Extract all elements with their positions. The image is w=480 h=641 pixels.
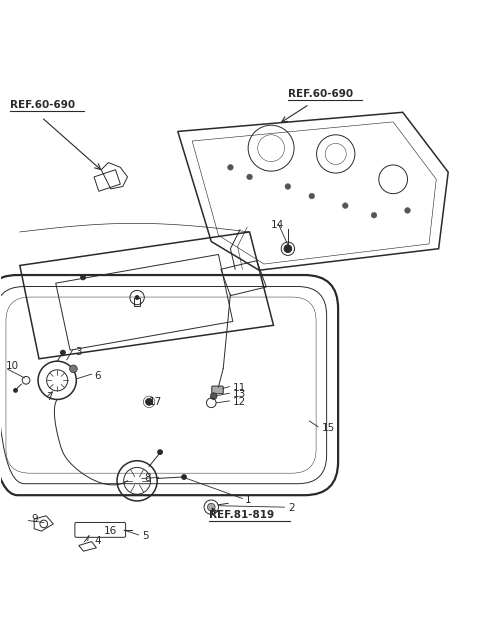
Circle shape <box>228 165 233 171</box>
Circle shape <box>405 208 410 213</box>
Circle shape <box>181 474 186 479</box>
Text: 6: 6 <box>94 370 101 381</box>
Text: 17: 17 <box>149 397 162 407</box>
Text: 7: 7 <box>46 392 53 402</box>
Circle shape <box>146 399 153 405</box>
Circle shape <box>342 203 348 208</box>
Text: 16: 16 <box>104 526 117 536</box>
Circle shape <box>81 275 85 280</box>
Circle shape <box>285 183 291 189</box>
Circle shape <box>13 388 17 392</box>
Circle shape <box>207 503 215 511</box>
Text: 10: 10 <box>5 361 19 371</box>
Text: 1: 1 <box>245 495 252 505</box>
Text: 9: 9 <box>32 514 38 524</box>
Circle shape <box>247 174 252 179</box>
Circle shape <box>309 193 315 199</box>
Text: 4: 4 <box>94 536 101 545</box>
Text: 11: 11 <box>233 383 246 392</box>
Circle shape <box>210 393 217 399</box>
Circle shape <box>60 350 65 355</box>
Text: 8: 8 <box>144 474 151 483</box>
Text: REF.60-690: REF.60-690 <box>10 100 75 110</box>
Text: 2: 2 <box>288 503 295 513</box>
Text: REF.60-690: REF.60-690 <box>288 89 353 99</box>
Text: 12: 12 <box>233 397 246 407</box>
Text: 15: 15 <box>322 423 335 433</box>
Circle shape <box>157 450 162 454</box>
Text: REF.81-819: REF.81-819 <box>209 510 274 520</box>
Circle shape <box>135 296 139 299</box>
Text: 13: 13 <box>233 388 246 399</box>
Circle shape <box>284 245 292 253</box>
FancyBboxPatch shape <box>212 386 223 394</box>
Text: 5: 5 <box>142 531 148 541</box>
Text: 14: 14 <box>271 220 284 229</box>
Circle shape <box>371 212 377 218</box>
Circle shape <box>70 365 77 372</box>
Text: 3: 3 <box>75 347 82 356</box>
